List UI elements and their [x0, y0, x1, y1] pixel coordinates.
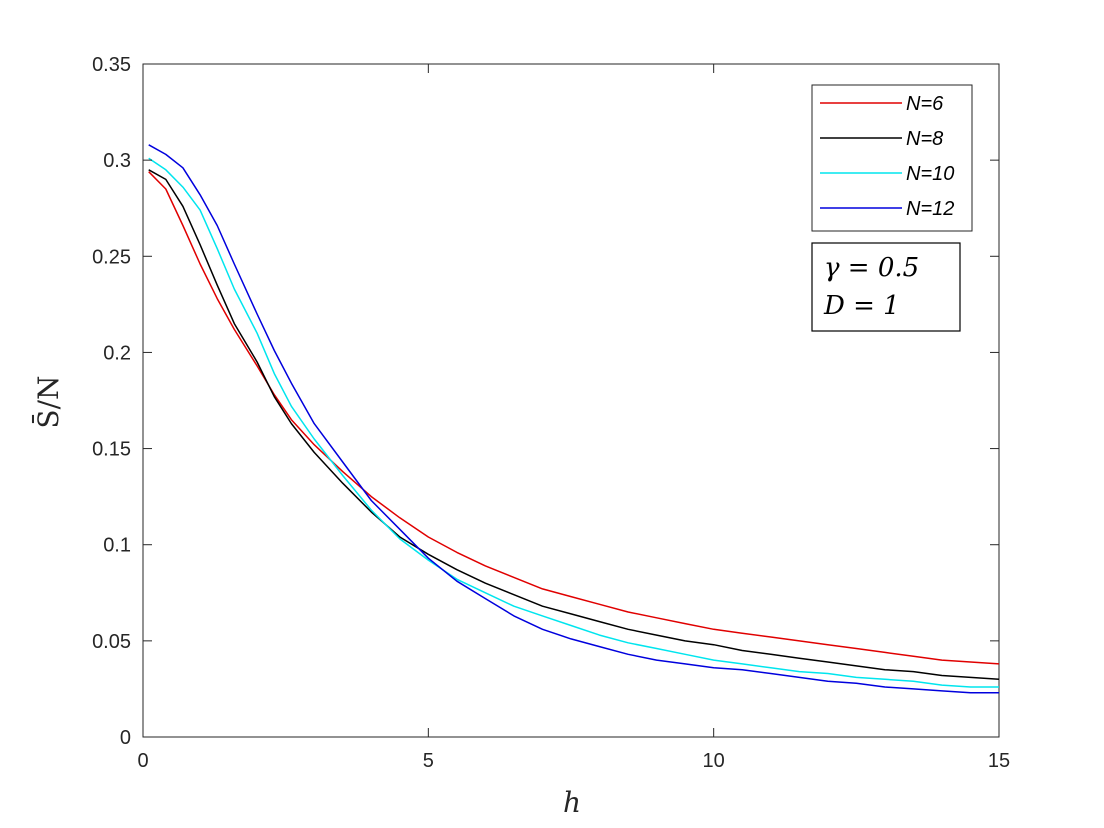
legend-label-n6: N=6 [906, 93, 944, 115]
x-tick-label: 0 [137, 750, 148, 772]
y-tick-label: 0.35 [92, 54, 131, 76]
y-tick-label: 0.1 [103, 535, 131, 557]
series-line-n6 [148, 171, 1000, 665]
plot-area [142, 63, 1000, 738]
legend: N=6 N=8 N=10 N=12 [811, 84, 973, 232]
legend-label-n10: N=10 [906, 163, 954, 185]
series-line-n12 [148, 144, 999, 694]
ticks-layer: 0 5 10 15 0 0.05 0.1 0.15 0.2 0.25 0.3 0.35 [92, 54, 1010, 772]
legend-label-n8: N=8 [906, 128, 943, 150]
y-tick-label: 0 [120, 727, 131, 749]
y-tick-label: 0.3 [103, 150, 131, 172]
x-tick-label: 10 [703, 750, 725, 772]
x-axis-label: h [563, 786, 581, 819]
legend-box [811, 84, 973, 232]
y-axis-label: S̄/N [31, 375, 65, 428]
y-tick-label: 0.05 [92, 631, 131, 653]
annotation-box: γ = 0.5 D = 1 [811, 242, 961, 332]
y-tick-label: 0.25 [92, 246, 131, 268]
x-tick-label: 5 [423, 750, 434, 772]
legend-label-n12: N=12 [906, 198, 954, 220]
y-tick-label: 0.2 [103, 342, 131, 364]
annotation-frame [811, 242, 961, 332]
x-tick-label: 15 [988, 750, 1010, 772]
axes-box [142, 63, 1000, 738]
annotation-d: D = 1 [823, 291, 900, 321]
series-line-n10 [148, 157, 999, 688]
y-tick-label: 0.15 [92, 439, 131, 461]
annotation-gamma: γ = 0.5 [824, 253, 919, 283]
series-layer [148, 144, 1000, 694]
series-line-n8 [148, 169, 1000, 681]
